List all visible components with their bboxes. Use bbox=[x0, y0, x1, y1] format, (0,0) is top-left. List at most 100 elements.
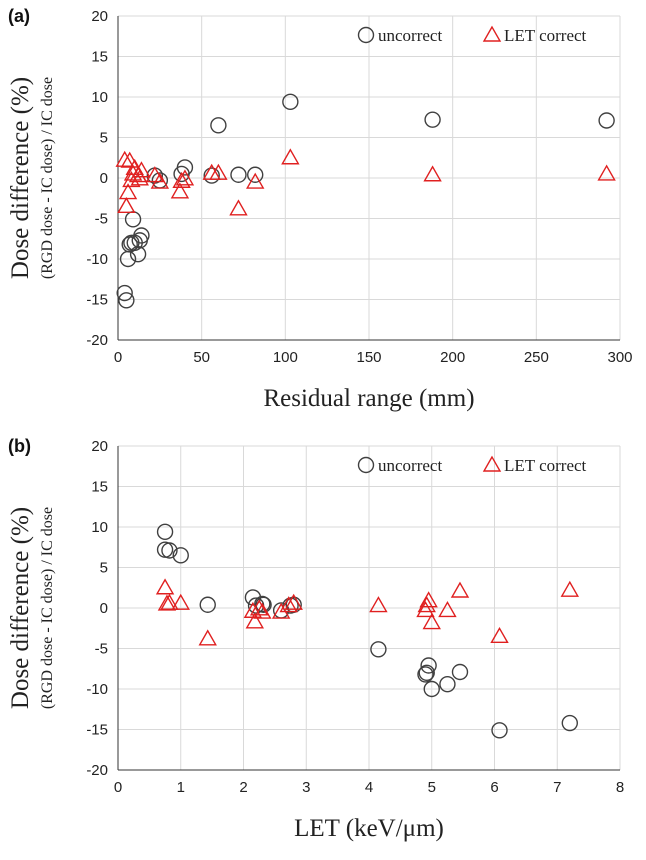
x-axis-title: Residual range (mm) bbox=[263, 385, 474, 412]
data-point-triangle bbox=[132, 161, 151, 178]
data-point-circle bbox=[420, 657, 437, 674]
data-point-triangle bbox=[279, 596, 298, 613]
legend-entry: LET correct bbox=[482, 25, 587, 45]
data-point-circle bbox=[172, 547, 189, 564]
x-tick-label: 1 bbox=[177, 779, 185, 796]
data-point-triangle bbox=[229, 199, 248, 216]
data-point-circle bbox=[423, 680, 440, 698]
data-point-circle bbox=[451, 663, 469, 681]
y-tick-label: 10 bbox=[91, 89, 108, 106]
y-tick-label: -20 bbox=[86, 332, 108, 349]
data-point-circle bbox=[491, 722, 508, 739]
data-point-triangle bbox=[170, 182, 190, 199]
x-tick-label: 3 bbox=[302, 779, 310, 796]
data-point-circle bbox=[254, 595, 271, 613]
y-tick-label: -15 bbox=[86, 292, 108, 309]
y-axis-title: Dose difference (%) bbox=[7, 507, 34, 709]
legend-label: uncorrect bbox=[378, 456, 442, 475]
data-point-triangle bbox=[560, 580, 580, 597]
data-point-circle bbox=[156, 523, 174, 541]
chart-svg-a: 0 50 100 150 200 250 300 -20 -15 -10 -5 0 5 10 15 20 Res… bbox=[7, 6, 633, 412]
data-point-triangle bbox=[490, 626, 509, 644]
x-tick-label: 0 bbox=[114, 349, 122, 366]
y-tick-label: 5 bbox=[100, 560, 108, 577]
data-point-triangle bbox=[438, 601, 457, 618]
data-point-circle bbox=[255, 596, 272, 613]
data-point-triangle bbox=[416, 601, 435, 618]
data-point-triangle bbox=[157, 594, 177, 611]
data-point-circle bbox=[199, 596, 216, 613]
x-tick-label: 7 bbox=[553, 779, 561, 796]
chart-panel-a: 0 50 100 150 200 250 300 -20 -15 -10 -5 0 5 10 15 20 Res… bbox=[7, 6, 633, 412]
x-axis-title: LET (keV/μm) bbox=[294, 815, 444, 842]
y-tick-label: -20 bbox=[86, 762, 108, 779]
x-tick-label: 6 bbox=[490, 779, 498, 796]
chart-svg-b: 0 1 2 3 4 5 6 7 8 -20 -15 -10 -5 0 5 10 15 20 LET (keV/μm)… bbox=[7, 436, 624, 842]
data-point-circle bbox=[133, 227, 150, 244]
data-point-triangle bbox=[246, 172, 265, 189]
data-point-triangle bbox=[245, 612, 265, 629]
x-tick-label: 100 bbox=[273, 349, 298, 366]
y-tick-label: 20 bbox=[91, 438, 108, 455]
data-point-circle bbox=[417, 666, 434, 683]
y-tick-label: 20 bbox=[91, 8, 108, 25]
legend-entry: LET correct bbox=[482, 455, 587, 475]
data-point-circle bbox=[118, 292, 135, 309]
data-point-circle bbox=[116, 284, 133, 302]
legend-label: LET correct bbox=[504, 456, 587, 475]
y-tick-label: 0 bbox=[100, 600, 108, 617]
y-tick-label: 0 bbox=[100, 170, 108, 187]
data-point-circle bbox=[598, 112, 615, 129]
data-point-triangle bbox=[115, 150, 134, 167]
legend-marker-triangle bbox=[482, 25, 502, 42]
y-tick-label: -10 bbox=[86, 251, 108, 268]
data-point-triangle bbox=[422, 613, 441, 630]
x-tick-label: 4 bbox=[365, 779, 373, 796]
data-point-circle bbox=[124, 211, 142, 228]
data-point-triangle bbox=[450, 581, 470, 598]
legend-entry: uncorrect bbox=[357, 26, 442, 45]
x-tick-label: 200 bbox=[440, 349, 465, 366]
x-tick-label: 8 bbox=[616, 779, 624, 796]
data-point-triangle bbox=[120, 151, 139, 168]
data-point-triangle bbox=[150, 172, 170, 189]
data-point-triangle bbox=[281, 148, 300, 165]
x-tick-label: 0 bbox=[114, 779, 122, 796]
x-tick-label: 150 bbox=[356, 349, 381, 366]
y-axis-subtitle: (RGD dose - IC dose) / IC dose bbox=[39, 77, 56, 279]
data-point-circle bbox=[230, 166, 247, 183]
series-let-correct bbox=[155, 578, 580, 646]
data-point-triangle bbox=[284, 593, 303, 610]
data-point-triangle bbox=[597, 164, 616, 181]
data-point-circle bbox=[424, 111, 441, 128]
y-axis-subtitle: (RGD dose - IC dose) / IC dose bbox=[39, 507, 56, 709]
data-point-triangle bbox=[118, 183, 138, 200]
data-point-circle bbox=[203, 167, 220, 184]
data-point-circle bbox=[561, 714, 578, 732]
data-point-circle bbox=[210, 117, 227, 134]
panel-label: (a) bbox=[8, 6, 30, 26]
legend-marker-circle bbox=[357, 26, 375, 44]
data-point-triangle bbox=[249, 599, 269, 616]
data-point-circle bbox=[161, 542, 178, 559]
data-point-triangle bbox=[123, 164, 143, 181]
data-point-circle bbox=[176, 159, 194, 176]
data-point-circle bbox=[247, 166, 264, 183]
data-point-triangle bbox=[423, 165, 442, 182]
legend-label: LET correct bbox=[504, 26, 587, 45]
x-tick-label: 300 bbox=[607, 349, 632, 366]
chart-panel-b: 0 1 2 3 4 5 6 7 8 -20 -15 -10 -5 0 5 10 15 20 LET (keV/μm)… bbox=[0, 430, 646, 860]
legend-marker-triangle bbox=[482, 455, 502, 472]
data-point-triangle bbox=[209, 163, 228, 180]
data-point-triangle bbox=[175, 169, 195, 186]
y-tick-label: -5 bbox=[95, 641, 108, 658]
data-point-triangle bbox=[417, 596, 436, 613]
panel-label: (b) bbox=[8, 436, 31, 456]
series-uncorrect bbox=[156, 523, 578, 739]
y-tick-label: -10 bbox=[86, 681, 108, 698]
data-point-circle bbox=[370, 641, 387, 658]
data-point-triangle bbox=[198, 629, 217, 646]
legend-label: uncorrect bbox=[378, 26, 442, 45]
data-point-triangle bbox=[117, 196, 136, 214]
data-point-triangle bbox=[160, 593, 179, 610]
